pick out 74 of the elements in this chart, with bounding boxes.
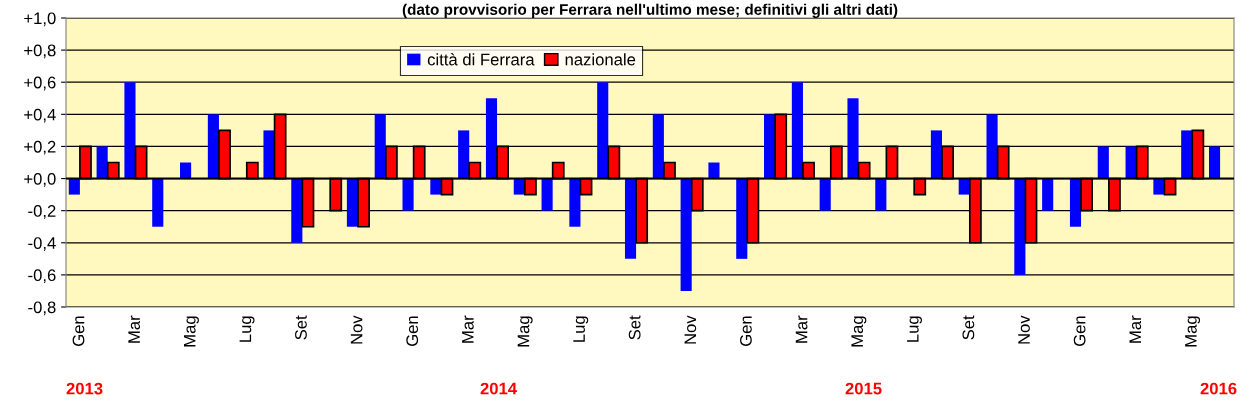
x-tick-label: Lug [239,316,255,342]
bar [68,178,80,195]
bar [1125,146,1137,179]
bar [291,178,303,243]
bar [847,98,859,179]
bar [1042,178,1054,211]
bar [180,162,192,179]
text: 2013 [66,382,103,395]
x-tick-label: Mag [517,316,533,347]
bar [430,178,442,195]
bar [736,178,748,259]
bar [986,114,998,179]
bar [764,114,776,179]
text: 2014 [480,382,517,395]
bar [680,178,692,291]
bar [263,130,275,179]
x-tick-label: Set [295,315,307,340]
bar [597,82,609,179]
bar [124,82,136,179]
x-tick-label: Gen [406,316,419,346]
bar [930,130,942,179]
x-tick-label: Nov [684,315,697,344]
text: 2015 [845,382,882,395]
x-tick-label: Lug [573,316,589,342]
bar [569,178,581,227]
x-tick-label: Gen [1073,316,1086,346]
x-tick-label: Nov [350,315,363,344]
bar [652,114,664,179]
bar [1014,178,1026,275]
x-tick-label: Mar [1129,315,1142,343]
x-tick-label: Mar [128,315,140,343]
y-tick-label: +0,6 [24,76,56,91]
legend-label: nazionale [565,53,636,66]
text: 2016 [1200,382,1237,395]
bar [1181,130,1193,179]
chart-title: (dato provvisorio per Ferrara nell'ultimo mese; definitivi gli altri dati) [402,3,898,18]
x-tick-label: Lug [907,316,922,342]
bar [875,178,887,211]
bar [1208,146,1221,179]
bar [458,130,470,179]
bar [374,114,386,179]
y-tick-label: +0,8 [24,44,56,59]
y-tick-label: -0,6 [28,269,56,284]
y-tick-label: -0,2 [28,205,56,219]
bar [541,178,553,211]
x-tick-label: Mag [851,316,867,347]
x-tick-label: Gen [72,316,85,346]
bar [708,162,720,179]
bar [1097,146,1109,179]
x-tick-label: Gen [740,316,752,346]
y-tick-label: +0,0 [24,172,56,187]
x-tick-label: Mag [183,316,199,347]
bar [207,114,219,179]
x-tick-label: Set [962,315,975,340]
x-tick-label: Set [628,315,641,340]
bar [485,98,498,179]
bar [819,178,831,211]
legend-label: città di Ferrara [427,53,535,66]
x-tick-label: Mar [462,315,474,343]
y-tick-label: +0,2 [24,140,56,155]
y-tick-label: +1,0 [24,12,56,27]
x-tick-label: Mag [1185,316,1201,347]
bar [624,178,637,259]
x-tick-label: Mar [795,315,808,343]
y-tick-label: -0,8 [28,301,56,316]
bar [402,178,414,211]
bar [1153,178,1165,195]
bar [1069,178,1082,227]
bar [96,146,108,179]
y-tick-label: +0,4 [24,108,56,123]
bar [152,178,164,227]
y-tick-label: -0,4 [28,237,56,251]
bar [791,82,803,179]
x-tick-label: Nov [1018,315,1030,344]
